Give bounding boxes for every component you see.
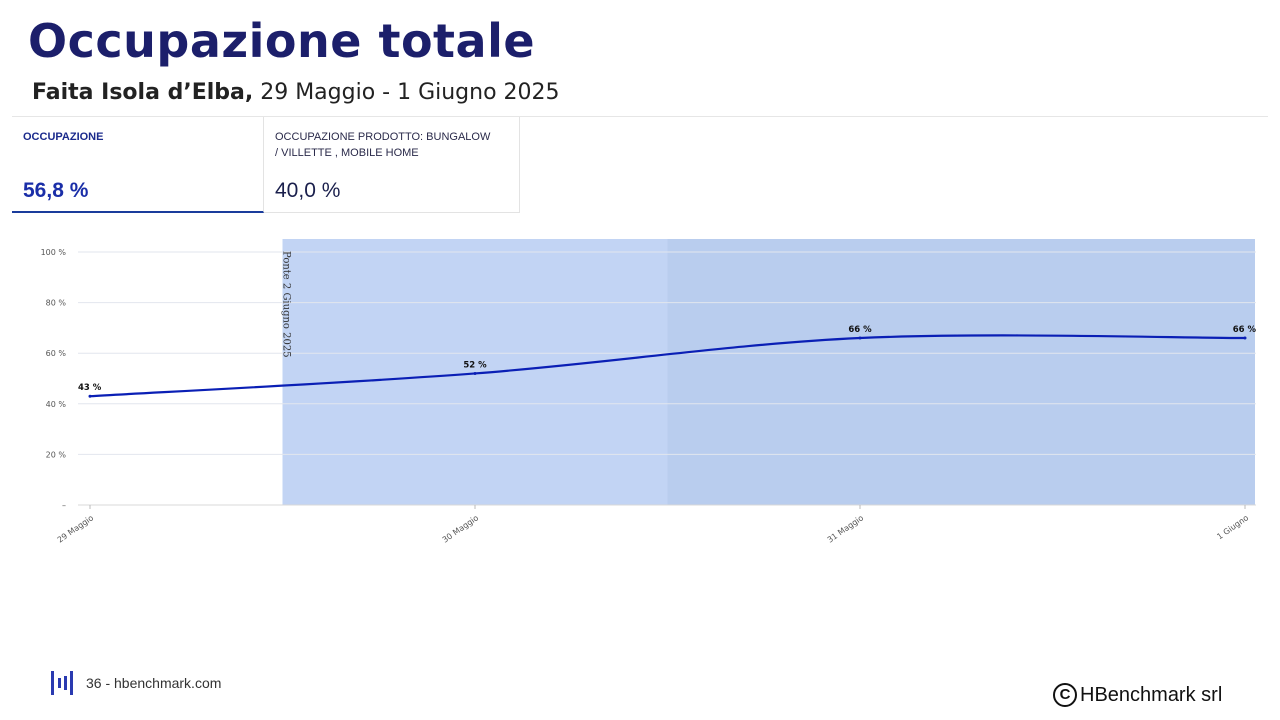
subtitle-dates: 29 Maggio - 1 Giugno 2025 bbox=[253, 80, 560, 105]
highlight-band-1 bbox=[667, 239, 1255, 505]
x-tick-label: 30 Maggio bbox=[441, 513, 480, 544]
y-tick-label: – bbox=[62, 501, 66, 510]
copyright-text: HBenchmark srl bbox=[1080, 683, 1223, 706]
occupancy-line-chart: – 20 % 40 % 60 % 80 % 100 % 29 Maggio 30 Maggio… bbox=[41, 239, 1257, 545]
data-point bbox=[88, 394, 92, 398]
data-label: 43 % bbox=[78, 383, 102, 393]
series-line bbox=[89, 334, 1246, 398]
y-tick-label: 80 % bbox=[46, 299, 67, 308]
top-divider bbox=[12, 116, 1268, 117]
y-tick-label: 60 % bbox=[46, 349, 67, 358]
copyright: C HBenchmark srl bbox=[1053, 683, 1222, 707]
kpi-value: 56,8 % bbox=[23, 179, 89, 202]
x-tick-label: 1 Giugno bbox=[1215, 513, 1250, 541]
footer-page-info: 36 - hbenchmark.com bbox=[86, 675, 222, 691]
band-annotation-label: Ponte 2 Giugno 2025 bbox=[281, 251, 292, 358]
page-subtitle: Faita Isola d’Elba, 29 Maggio - 1 Giugno… bbox=[32, 80, 560, 105]
data-point bbox=[473, 371, 477, 375]
copyright-icon: C bbox=[1053, 683, 1077, 707]
kpi-value: 40,0 % bbox=[275, 179, 341, 202]
data-label: 66 % bbox=[1233, 325, 1257, 335]
kpi-label: OCCUPAZIONE PRODOTTO: BUNGALOW / VILLETT… bbox=[275, 131, 491, 159]
data-label: 66 % bbox=[848, 325, 872, 335]
kpi-label: OCCUPAZIONE bbox=[23, 131, 104, 143]
y-tick-label: 20 % bbox=[46, 450, 67, 459]
x-tick-label: 29 Maggio bbox=[56, 513, 95, 544]
data-point bbox=[858, 336, 862, 340]
x-tick-label: 31 Maggio bbox=[826, 513, 865, 544]
y-tick-label: 100 % bbox=[41, 248, 67, 257]
kpi-tab-occupazione[interactable]: OCCUPAZIONE 56,8 % bbox=[12, 117, 264, 213]
page-title: Occupazione totale bbox=[28, 14, 536, 68]
subtitle-location: Faita Isola d’Elba, bbox=[32, 80, 254, 105]
hbenchmark-logo-icon bbox=[51, 671, 73, 695]
data-point bbox=[1243, 336, 1247, 340]
kpi-tab-occupazione-prodotto[interactable]: OCCUPAZIONE PRODOTTO: BUNGALOW / VILLETT… bbox=[264, 117, 520, 213]
data-label: 52 % bbox=[463, 360, 487, 370]
y-tick-label: 40 % bbox=[46, 400, 67, 409]
